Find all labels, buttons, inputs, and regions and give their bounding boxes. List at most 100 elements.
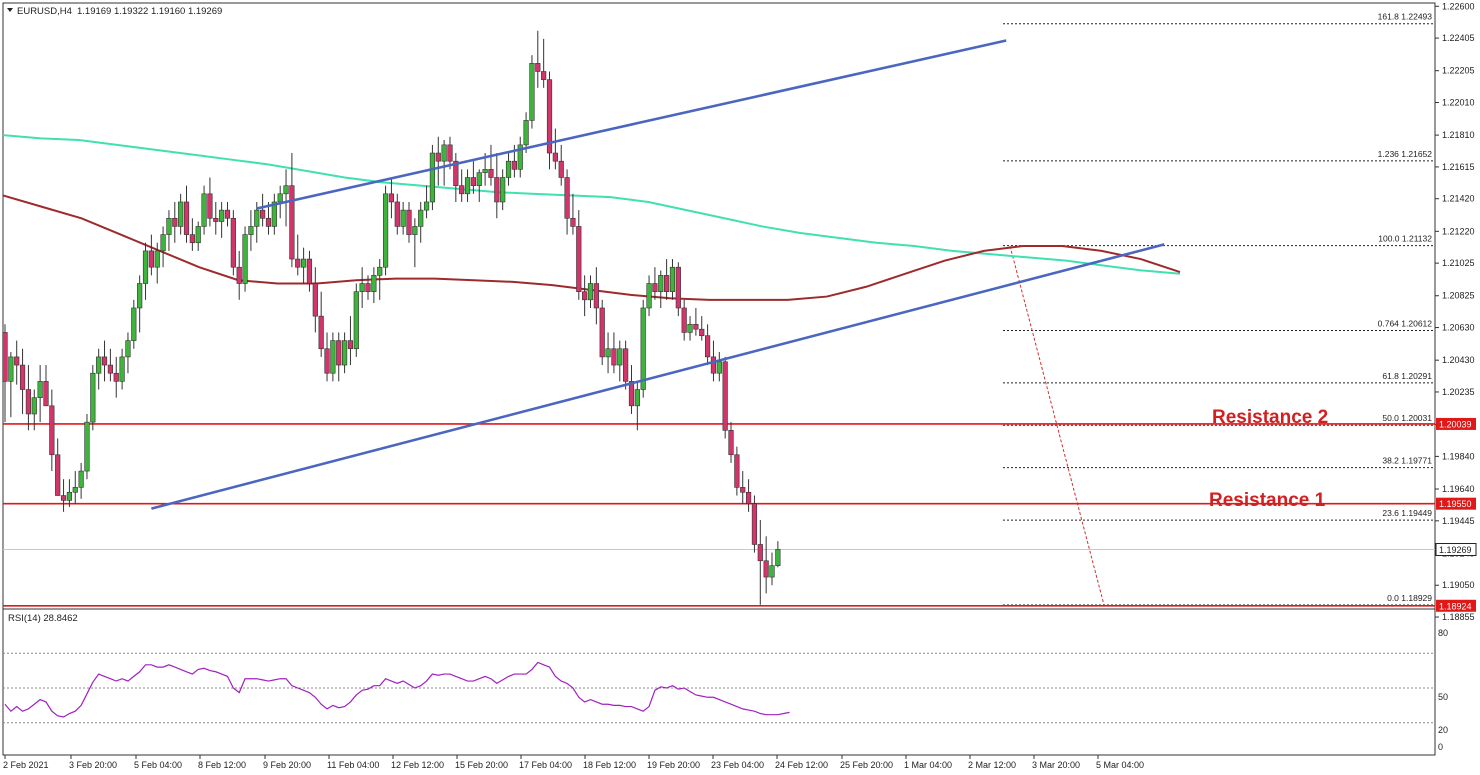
candle bbox=[371, 267, 377, 304]
candle bbox=[183, 185, 190, 243]
fib-label: 0.0 1.18929 bbox=[1387, 593, 1432, 603]
candle-body bbox=[31, 397, 37, 415]
candle-body bbox=[347, 340, 354, 350]
candle bbox=[523, 112, 529, 154]
candle-body bbox=[523, 120, 529, 146]
price-tick-label: 1.22600 bbox=[1442, 1, 1475, 11]
time-tick-label: 5 Mar 04:00 bbox=[1096, 760, 1144, 770]
fib-label: 161.8 1.22493 bbox=[1378, 12, 1433, 22]
candle-body bbox=[500, 177, 506, 203]
candle bbox=[248, 210, 254, 251]
candle-body bbox=[710, 356, 717, 374]
moving-average-line bbox=[2, 134, 1181, 275]
candle-body bbox=[494, 177, 500, 203]
candle bbox=[19, 348, 26, 414]
candle bbox=[25, 365, 32, 431]
candle bbox=[693, 307, 699, 336]
candlesticks bbox=[2, 30, 781, 605]
candle bbox=[125, 332, 131, 374]
candle bbox=[406, 201, 412, 243]
candle bbox=[178, 193, 184, 235]
candle bbox=[265, 201, 272, 235]
candle-body bbox=[2, 332, 8, 382]
candle-body bbox=[435, 152, 441, 162]
candle bbox=[669, 259, 676, 300]
candle bbox=[230, 210, 236, 276]
candle bbox=[137, 275, 143, 333]
candle bbox=[529, 55, 535, 129]
price-tick-label: 1.22205 bbox=[1442, 66, 1475, 76]
candle-body bbox=[295, 258, 301, 268]
candle-body bbox=[406, 209, 412, 235]
main-chart-frame bbox=[2, 2, 1436, 627]
candle-body bbox=[599, 307, 605, 358]
candle bbox=[634, 381, 640, 431]
horizontal-levels bbox=[3, 423, 1435, 607]
price-tick-label: 1.20430 bbox=[1442, 355, 1475, 365]
fib-label: 0.764 1.20612 bbox=[1378, 318, 1433, 328]
candle bbox=[652, 267, 658, 300]
time-axis: 2 Feb 2021 3 Feb 20:00 5 Feb 04:00 8 Feb 12… bbox=[3, 755, 1144, 770]
candle-body bbox=[43, 381, 49, 407]
candle bbox=[412, 218, 418, 268]
channel-trend-line bbox=[256, 39, 1007, 210]
current-price-label: 1.19269 bbox=[1439, 545, 1472, 555]
candle-body bbox=[675, 266, 681, 309]
candle bbox=[453, 153, 459, 202]
time-tick-label: 3 Feb 20:00 bbox=[69, 760, 117, 770]
candle bbox=[740, 471, 746, 504]
fib-label: 23.6 1.19449 bbox=[1382, 508, 1432, 518]
rsi-indicator bbox=[3, 652, 1435, 724]
candle bbox=[301, 247, 307, 284]
candle bbox=[658, 270, 664, 308]
candle-body bbox=[664, 275, 670, 292]
candle-body bbox=[265, 217, 272, 227]
candle-body bbox=[242, 234, 248, 284]
candle-body bbox=[423, 201, 430, 211]
resistance-1-label: Resistance 1 bbox=[1209, 490, 1326, 511]
candle-body bbox=[646, 283, 652, 309]
candle-body bbox=[482, 169, 488, 173]
candle bbox=[78, 462, 84, 499]
candle-body bbox=[19, 364, 26, 390]
candle bbox=[330, 332, 336, 382]
price-tick-label: 1.21615 bbox=[1442, 162, 1475, 172]
candle bbox=[435, 136, 441, 186]
level-price-label: 1.19550 bbox=[1439, 499, 1472, 509]
candle-body bbox=[78, 470, 84, 488]
candle-body bbox=[260, 209, 266, 219]
candle-body bbox=[669, 266, 676, 292]
candle bbox=[599, 299, 605, 366]
candle-body bbox=[476, 172, 482, 186]
candle-body bbox=[277, 193, 283, 203]
candle bbox=[55, 438, 61, 496]
current-price-box bbox=[1435, 543, 1477, 557]
candle-body bbox=[236, 266, 242, 284]
time-tick-label: 18 Feb 12:00 bbox=[583, 760, 636, 770]
candle-body bbox=[582, 291, 588, 301]
candle-body bbox=[224, 209, 231, 219]
candle-body bbox=[154, 250, 160, 268]
candle bbox=[593, 267, 599, 325]
rsi-panel-frame bbox=[2, 608, 1436, 756]
candle-body bbox=[219, 209, 225, 222]
candle-body bbox=[400, 209, 406, 227]
candle bbox=[640, 299, 646, 398]
dropdown-triangle-icon[interactable] bbox=[7, 8, 13, 12]
candle-body bbox=[84, 421, 90, 472]
candle bbox=[90, 365, 96, 431]
price-labels: 1.20039 1.19550 1.18924 1.19269 bbox=[1435, 417, 1477, 612]
candle bbox=[66, 479, 73, 507]
fib-label: 38.2 1.19771 bbox=[1382, 456, 1432, 466]
candle bbox=[704, 324, 711, 366]
candle bbox=[611, 332, 617, 374]
candle bbox=[131, 299, 137, 349]
candle-body bbox=[336, 340, 342, 366]
time-tick-label: 17 Feb 04:00 bbox=[519, 760, 572, 770]
candle bbox=[189, 218, 195, 251]
time-tick-label: 2 Feb 2021 bbox=[3, 760, 49, 770]
candle-body bbox=[459, 185, 465, 195]
candle-body bbox=[271, 201, 277, 227]
candle-body bbox=[535, 63, 541, 72]
candle bbox=[476, 169, 482, 202]
